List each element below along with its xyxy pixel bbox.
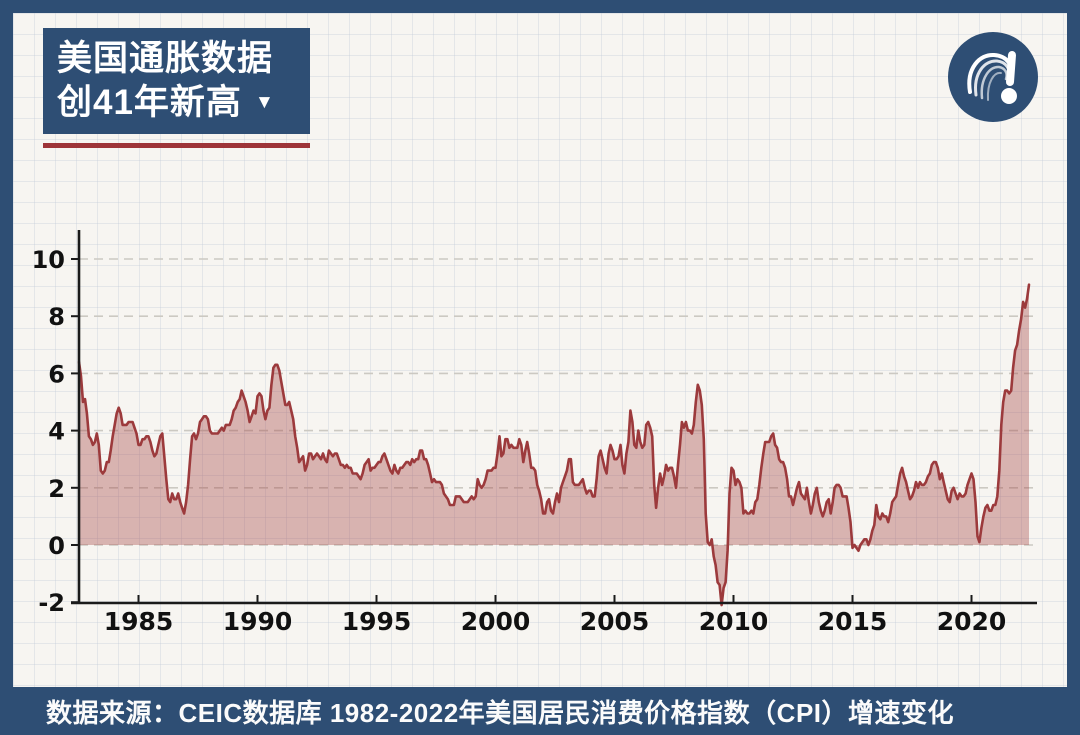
y-tick-label: -2: [38, 589, 65, 617]
x-tick-label: 2005: [580, 607, 650, 636]
title-box: 美国通胀数据 创41年新高 ▼: [43, 28, 310, 134]
x-tick-label: 2015: [818, 607, 888, 636]
source-bar: 数据来源：CEIC数据库 1982-2022年美国居民消费价格指数（CPI）增速…: [0, 687, 1080, 735]
cpi-line: [77, 283, 1031, 607]
title-line2: 创41年新高: [57, 83, 242, 122]
x-tick-label: 2020: [937, 607, 1007, 636]
title-line1: 美国通胀数据: [57, 39, 274, 78]
cpi-area-chart: 10 8 6 4 2 0 -2 1985 1990 1995 2000 2005 2010 2015 202…: [32, 230, 1037, 636]
title-line2-row: 创41年新高 ▼: [57, 81, 310, 125]
x-tick-label: 2010: [699, 607, 769, 636]
y-tick-label: 8: [48, 303, 65, 331]
title-underline: [43, 143, 310, 148]
cpi-area-fill: [79, 284, 1029, 606]
chart-canvas: 10 8 6 4 2 0 -2 1985 1990 1995 2000 2005 2010 2015 202…: [13, 13, 1067, 687]
x-tick-label: 1990: [223, 607, 293, 636]
question-exclamation-logo-icon: [948, 32, 1038, 122]
y-tick-label: 2: [48, 475, 65, 503]
y-tick-label: 6: [48, 360, 65, 388]
x-tick-label: 2000: [461, 607, 531, 636]
y-tick-label: 10: [32, 246, 65, 274]
triangle-down-icon: ▼: [254, 92, 275, 113]
y-tick-label: 4: [48, 418, 65, 446]
source-text: 数据来源：CEIC数据库 1982-2022年美国居民消费价格指数（CPI）增速…: [46, 697, 955, 728]
y-tick-label: 0: [48, 532, 65, 560]
x-tick-label: 1995: [342, 607, 412, 636]
x-tick-label: 1985: [104, 607, 174, 636]
